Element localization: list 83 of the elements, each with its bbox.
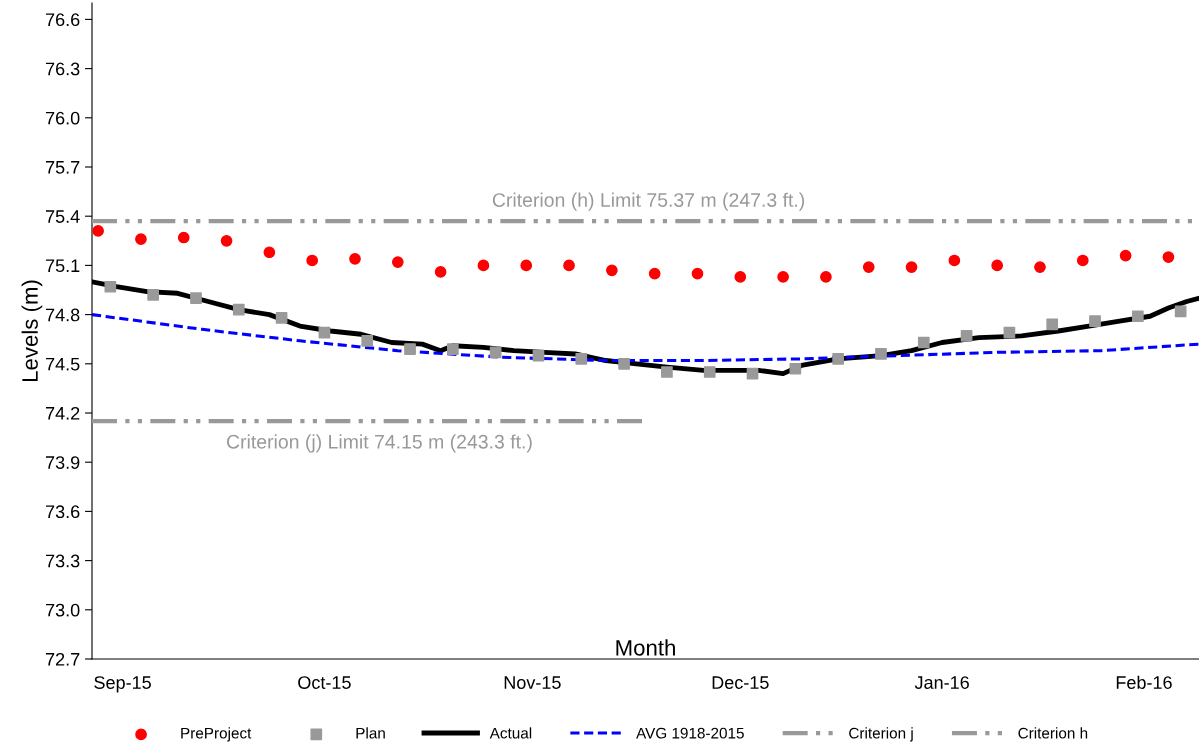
point (1119, 249, 1132, 262)
point (306, 254, 319, 267)
point (1089, 315, 1101, 328)
y-tick-label: 73.6 (45, 505, 80, 519)
point (177, 231, 190, 244)
point (520, 259, 533, 272)
y-tick-label: 75.4 (45, 210, 80, 223)
point (477, 259, 490, 272)
point (190, 292, 202, 305)
legend-label: Criterion j (849, 727, 913, 742)
point (404, 343, 416, 355)
y-tick-label: 74.2 (45, 406, 80, 420)
point (92, 225, 104, 237)
annotation: Criterion (j) Limit 74.15 m (243.3 ft.) (227, 434, 532, 453)
point (275, 312, 288, 324)
point (220, 234, 233, 247)
point (575, 353, 588, 365)
point (1046, 318, 1059, 331)
point (263, 246, 276, 259)
x-tick-label: Oct-15 (298, 676, 351, 689)
point (489, 346, 502, 359)
point (135, 233, 147, 246)
legend-label: Criterion h (1018, 727, 1088, 739)
line-series (92, 313, 1199, 363)
point (232, 303, 245, 316)
annotation: Criterion (h) Limit 75.37 m (247.3 ft.) (492, 192, 805, 211)
y-tick-label: 74.5 (45, 357, 80, 371)
point (777, 271, 789, 283)
y-tick-label: 76.0 (45, 111, 80, 125)
point (361, 334, 374, 347)
point (703, 366, 716, 378)
point (820, 271, 832, 283)
point (875, 348, 887, 360)
point (1076, 254, 1089, 267)
y-tick-label: 75.7 (45, 161, 80, 174)
point (147, 289, 160, 301)
point (318, 326, 331, 339)
point (1131, 310, 1144, 323)
y-tick-label: 73.9 (45, 456, 80, 469)
point (661, 366, 673, 378)
point (1174, 305, 1187, 318)
y-axis-title: Levels (m) (21, 280, 43, 382)
point (734, 271, 747, 283)
point (1162, 251, 1175, 264)
point (960, 330, 973, 342)
x-tick-label: Dec-15 (712, 676, 769, 689)
point (862, 261, 875, 273)
point (563, 259, 575, 272)
point (991, 259, 1004, 272)
point (434, 266, 447, 278)
y-tick-label: 73.0 (45, 603, 80, 617)
point (691, 267, 704, 280)
point (789, 362, 802, 375)
point (104, 280, 117, 293)
point (618, 357, 630, 370)
y-tick-label: 76.6 (45, 13, 80, 27)
x-axis-title: Month (616, 639, 675, 656)
x-tick-label: Sep-15 (94, 676, 151, 693)
point (1003, 326, 1016, 339)
point (746, 367, 759, 380)
point (447, 343, 459, 355)
y-tick-label: 76.3 (45, 62, 80, 76)
y-tick-label: 75.1 (45, 259, 80, 273)
point (905, 261, 918, 273)
legend-label: Plan (356, 727, 385, 739)
y-tick-label: 74.8 (45, 308, 80, 322)
point (917, 336, 930, 349)
point (832, 353, 844, 365)
point (606, 264, 618, 277)
y-tick-label: 73.3 (45, 554, 80, 568)
point (648, 267, 661, 280)
point (391, 256, 404, 268)
x-tick-label: Nov-15 (504, 676, 561, 689)
legend-label: PreProject (181, 727, 252, 742)
legend-label: Actual (489, 727, 532, 739)
x-tick-label: Feb-16 (1116, 675, 1172, 689)
x-tick-label: Jan-16 (914, 676, 969, 689)
point (532, 349, 545, 362)
point (349, 252, 361, 265)
point (948, 254, 961, 267)
y-tick-label: 72.7 (45, 652, 80, 666)
point (1034, 261, 1046, 273)
legend-label: AVG 1918-2015 (636, 727, 744, 739)
